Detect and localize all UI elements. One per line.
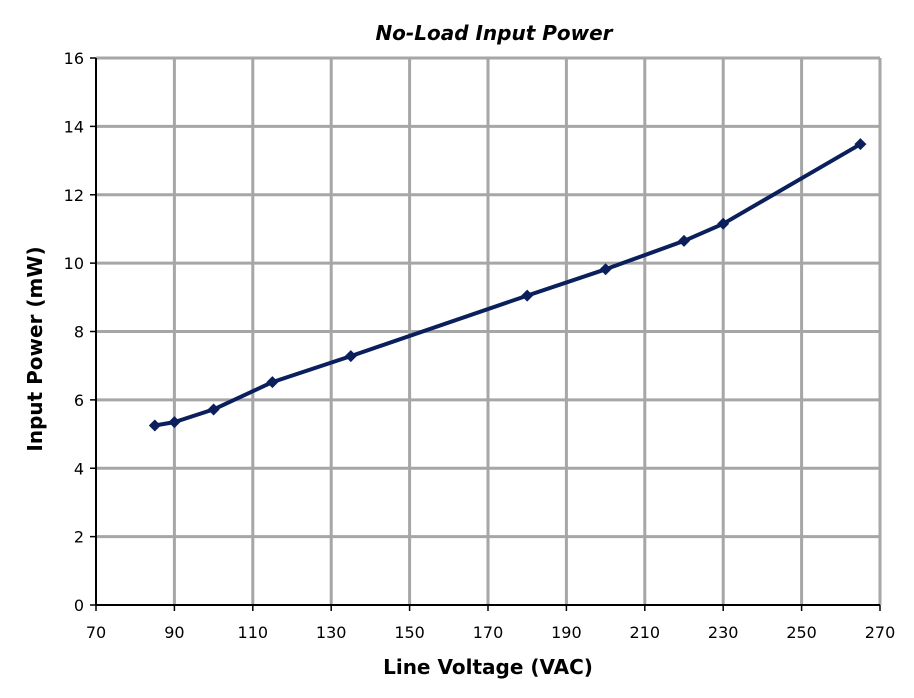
data-point-marker (168, 416, 181, 429)
y-tick-label: 6 (74, 391, 84, 410)
x-tick-label: 230 (708, 623, 739, 642)
data-point-marker (521, 289, 534, 302)
y-axis-label: Input Power (mW) (23, 246, 47, 451)
data-point-marker (678, 234, 690, 247)
x-tick-label: 170 (473, 623, 504, 642)
x-tick-label: 110 (238, 623, 269, 642)
x-tick-label: 150 (394, 623, 425, 642)
series-line (152, 142, 863, 428)
x-tick-label: 190 (551, 623, 582, 642)
data-point-marker (266, 376, 279, 389)
x-tick-label: 270 (865, 623, 896, 642)
y-tick-label: 4 (74, 459, 84, 478)
y-axis-ticks: 0 2 4 6 8 10 12 14 16 (64, 49, 96, 615)
x-tick-label: 210 (630, 623, 661, 642)
data-point-marker (599, 263, 612, 276)
y-tick-label: 16 (64, 49, 84, 68)
y-tick-label: 2 (74, 528, 84, 547)
y-tick-label: 10 (64, 254, 84, 273)
x-tick-label: 250 (786, 623, 817, 642)
data-point-marker (344, 350, 357, 363)
data-point-marker (854, 138, 867, 151)
y-tick-label: 8 (74, 323, 84, 342)
x-axis-ticks: 70 90 110 130 150 170 190 210 230 250 270 (86, 605, 895, 642)
x-tick-label: 70 (86, 623, 106, 642)
data-point-marker (148, 419, 161, 432)
y-tick-label: 14 (64, 117, 84, 136)
data-point-marker (207, 403, 220, 416)
data-point-marker (717, 217, 730, 230)
y-tick-label: 0 (74, 596, 84, 615)
y-tick-label: 12 (64, 186, 84, 205)
grid (96, 56, 882, 605)
x-axis-label: Line Voltage (VAC) (383, 655, 593, 679)
x-tick-label: 130 (316, 623, 347, 642)
series-group (148, 138, 867, 432)
x-tick-label: 90 (164, 623, 184, 642)
chart-title: No-Load Input Power (375, 21, 613, 45)
